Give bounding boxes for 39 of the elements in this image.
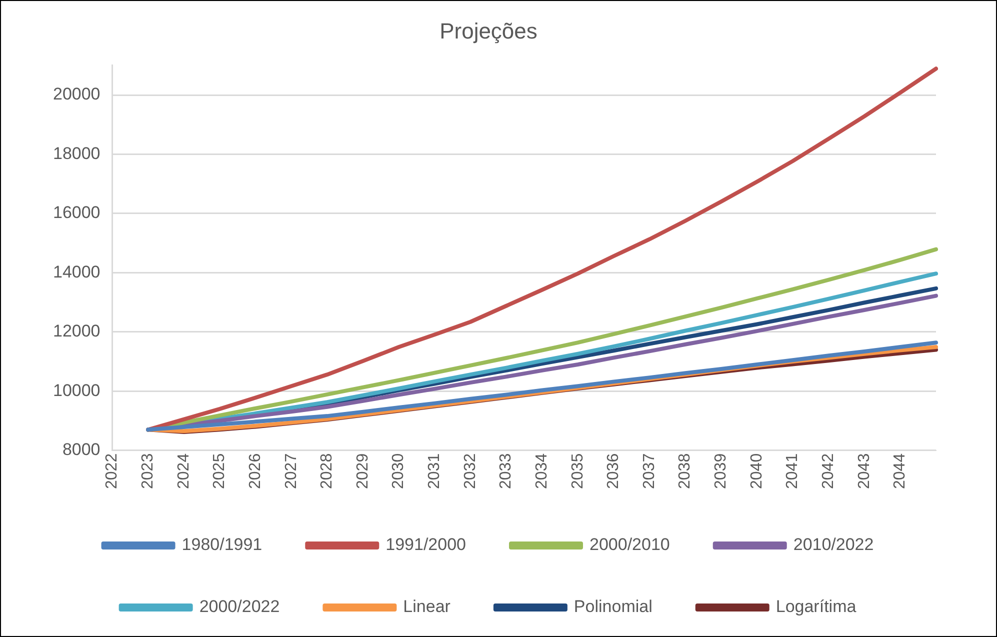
x-tick-label: 2041	[784, 453, 802, 489]
x-tick-label: 2035	[569, 453, 586, 489]
x-tick-label: 2027	[282, 453, 300, 489]
x-tick-label: 2031	[426, 453, 444, 489]
y-tick-label: 14000	[52, 262, 100, 282]
x-tick-label: 2034	[533, 453, 550, 489]
x-tick-label: 2029	[354, 453, 372, 489]
x-tick-label: 2038	[676, 453, 694, 489]
legend-label: 1991/2000	[386, 535, 466, 554]
y-tick-label: 12000	[52, 322, 100, 341]
x-tick-label: 2033	[498, 453, 515, 489]
x-tick-label: 2032	[462, 453, 479, 489]
x-tick-label: 2043	[856, 453, 873, 489]
x-tick-label: 2040	[748, 453, 766, 489]
y-tick-label: 10000	[52, 380, 100, 400]
x-tick-label: 2022	[104, 453, 121, 489]
legend-label: 2000/2010	[590, 535, 670, 554]
legend-label: 2000/2022	[199, 597, 280, 616]
x-tick-label: 2042	[820, 453, 837, 489]
legend-label: 1980/1991	[182, 535, 262, 554]
legend-label: 2010/2022	[793, 535, 874, 554]
x-tick-label: 2028	[318, 453, 336, 489]
y-tick-label: 16000	[52, 203, 100, 222]
y-tick-label: 18000	[52, 144, 100, 163]
y-tick-label: 8000	[62, 440, 100, 460]
legend-label: Logarítima	[776, 597, 857, 616]
x-tick-label: 2044	[892, 453, 909, 489]
x-tick-label: 2024	[175, 453, 192, 489]
x-tick-label: 2039	[712, 453, 730, 489]
x-tick-label: 2023	[139, 453, 156, 489]
chart-title: Projeções	[440, 18, 538, 44]
x-tick-label: 2030	[390, 453, 408, 489]
x-tick-label: 2036	[605, 453, 622, 489]
x-tick-label: 2026	[246, 453, 264, 489]
y-tick-label: 20000	[52, 84, 100, 104]
x-tick-label: 2037	[640, 453, 658, 489]
legend-label: Polinomial	[574, 597, 652, 616]
x-tick-label: 2025	[211, 453, 228, 489]
legend-label: Linear	[403, 597, 451, 616]
